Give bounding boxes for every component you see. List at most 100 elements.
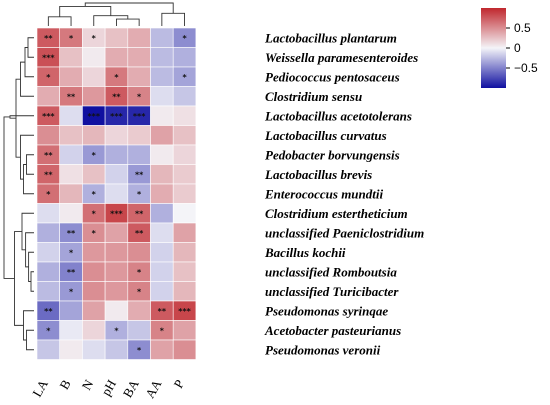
significance-mark: * (160, 326, 165, 335)
row-labels: Lactobacillus plantarum Weissella parames… (264, 30, 424, 357)
heatmap-cell (150, 242, 174, 263)
heatmap-cell (127, 242, 151, 263)
significance-mark: * (137, 268, 142, 277)
significance-mark: ** (135, 229, 144, 238)
heatmap-cell (59, 66, 83, 87)
significance-mark: ** (158, 307, 167, 316)
row-label: Lactobacillus curvatus (264, 128, 387, 143)
significance-mark: ** (44, 151, 53, 160)
heatmap-cell (172, 125, 197, 146)
heatmap-cell (127, 66, 151, 87)
heatmap-cell (150, 183, 174, 204)
row-dendrogram-branch (20, 61, 34, 97)
significance-mark: ** (135, 209, 144, 218)
row-dendrogram-branch (23, 164, 34, 195)
column-dendrogram-branch (93, 15, 129, 26)
significance-mark: *** (110, 112, 123, 121)
significance-mark: * (69, 248, 74, 257)
row-label: unclassified Romboutsia (265, 264, 397, 279)
significance-mark: * (137, 190, 142, 199)
column-label: BA (120, 376, 142, 400)
heatmap-cell (150, 261, 174, 282)
significance-mark: * (92, 190, 97, 199)
column-label: P (171, 377, 188, 391)
heatmap-cell (104, 164, 129, 185)
heatmap-cell (82, 242, 106, 263)
colorbar-gradient (481, 8, 506, 88)
heatmap-cell (36, 242, 61, 263)
row-dendrogram-branch (9, 115, 34, 119)
row-label: Pediococcus pentosaceus (265, 69, 400, 84)
significance-mark: *** (42, 112, 55, 121)
significance-mark: * (69, 34, 74, 43)
heatmap-cell (59, 320, 83, 341)
row-label: Pedobacter borvungensis (265, 147, 400, 162)
heatmap-cell (59, 164, 83, 185)
heatmap-cell (104, 261, 129, 282)
heatmap-cell (150, 144, 174, 165)
heatmap-cell (104, 183, 129, 204)
heatmap-cell (36, 261, 61, 282)
heatmap-cell (172, 47, 197, 68)
row-dendrogram-branch (21, 212, 34, 251)
significance-mark: ** (44, 307, 53, 316)
column-dendrogram (47, 2, 185, 26)
row-label: Lactobacillus plantarum (264, 30, 397, 45)
row-dendrogram-branch (30, 271, 34, 292)
significance-mark: ** (135, 170, 144, 179)
column-dendrogram-branch (84, 2, 174, 14)
significance-mark: * (92, 34, 97, 43)
heatmap-cell (172, 320, 197, 341)
heatmap-cell (150, 66, 174, 87)
heatmap-cell (82, 300, 106, 321)
heatmap-cell (59, 339, 83, 360)
heatmap-cell (59, 105, 83, 126)
heatmap-cell (172, 105, 197, 126)
color-scale-legend: 0.5 0 −0.5 (481, 8, 538, 88)
heatmap-cell (104, 144, 129, 165)
significance-marks: ** * * ***** * *** ** **** *** *** ***** *** *** * ** *… (42, 34, 192, 355)
column-dendrogram-branch (47, 16, 72, 26)
heatmap-cell (127, 144, 151, 165)
significance-mark: * (182, 73, 187, 82)
column-label: pH (98, 377, 119, 398)
heatmap-cell (150, 203, 174, 224)
significance-mark: * (182, 34, 187, 43)
significance-mark: *** (178, 307, 191, 316)
row-label: Clostridium sensu (265, 89, 362, 104)
significance-mark: ** (112, 92, 121, 101)
heatmap-cell (59, 144, 83, 165)
significance-mark: *** (87, 112, 100, 121)
row-label: Lactobacillus brevis (264, 167, 372, 182)
heatmap-cell (150, 27, 174, 48)
colorbar-tick-label: 0 (514, 41, 521, 55)
row-dendrogram-branch (20, 134, 34, 180)
heatmap-cell (127, 125, 151, 146)
row-label: unclassified Turicibacter (265, 284, 399, 299)
heatmap-cell (104, 222, 129, 243)
row-dendrogram-branch (26, 329, 34, 351)
heatmap-cell (104, 242, 129, 263)
row-label: Lactobacillus acetotolerans (264, 108, 412, 123)
row-label: Bacillus kochii (264, 245, 346, 260)
heatmap-cell (36, 222, 61, 243)
significance-mark: ** (44, 170, 53, 179)
colorbar-tick-label: −0.5 (514, 61, 538, 75)
heatmap-cell (172, 222, 197, 243)
significance-mark: * (46, 326, 51, 335)
heatmap-cell (36, 86, 61, 107)
row-label: Pseudomonas syrinqae (265, 303, 388, 318)
row-label: Enterococcus mundtii (264, 186, 383, 201)
heatmap-cell (59, 183, 83, 204)
heatmap-cell (150, 339, 174, 360)
column-label: N (79, 376, 97, 392)
heatmap-cell (172, 261, 197, 282)
heatmap-cell (104, 47, 129, 68)
column-label: AA (142, 376, 165, 400)
significance-mark: * (137, 346, 142, 355)
significance-mark: ** (44, 34, 53, 43)
row-label: Clostridium esterthe­ticium (265, 206, 408, 221)
significance-mark: * (46, 190, 51, 199)
heatmap-cell (127, 47, 151, 68)
